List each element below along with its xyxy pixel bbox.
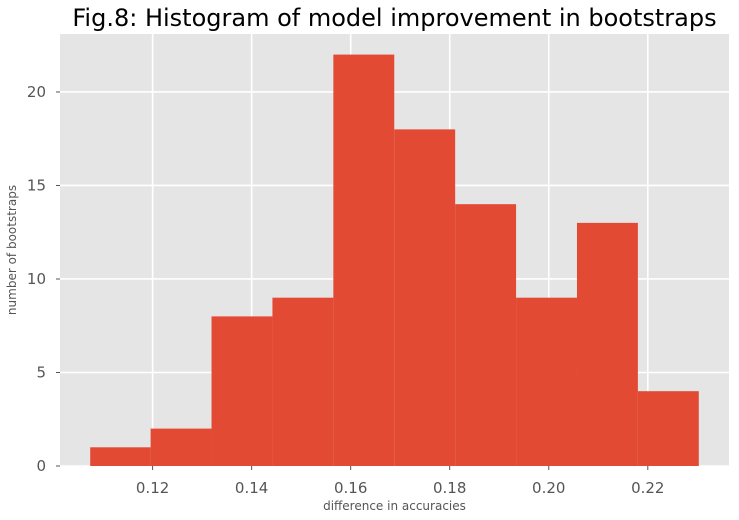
y-tick-label: 15 xyxy=(27,176,46,194)
x-tick-label: 0.20 xyxy=(532,479,565,497)
x-axis-label: difference in accuracies xyxy=(323,499,466,513)
x-axis-ticks: 0.12 0.14 0.16 0.18 0.20 0.22 xyxy=(136,466,664,497)
histogram-bar xyxy=(637,391,699,466)
histogram-bar xyxy=(394,129,456,466)
y-tick-label: 0 xyxy=(36,457,46,475)
histogram-bar xyxy=(455,204,517,466)
histogram-bar xyxy=(576,222,638,466)
chart-title: Fig.8: Histogram of model improvement in… xyxy=(72,4,717,32)
x-tick-label: 0.16 xyxy=(334,479,367,497)
histogram-bar xyxy=(90,447,151,466)
x-tick-label: 0.22 xyxy=(631,479,664,497)
y-tick-label: 20 xyxy=(27,83,46,101)
x-tick-label: 0.18 xyxy=(433,479,466,497)
y-axis-ticks: 0 5 10 15 20 xyxy=(27,83,60,475)
x-tick-label: 0.14 xyxy=(235,479,268,497)
histogram-bar xyxy=(211,316,273,466)
y-tick-label: 5 xyxy=(36,363,46,381)
histogram-bar xyxy=(150,428,212,466)
x-tick-label: 0.12 xyxy=(136,479,169,497)
histogram-bar xyxy=(516,297,577,466)
y-axis-label: number of bootstraps xyxy=(5,184,19,316)
histogram-bar xyxy=(272,297,334,466)
histogram-bars xyxy=(90,54,699,466)
histogram-bar xyxy=(333,54,395,466)
y-tick-label: 10 xyxy=(27,270,46,288)
